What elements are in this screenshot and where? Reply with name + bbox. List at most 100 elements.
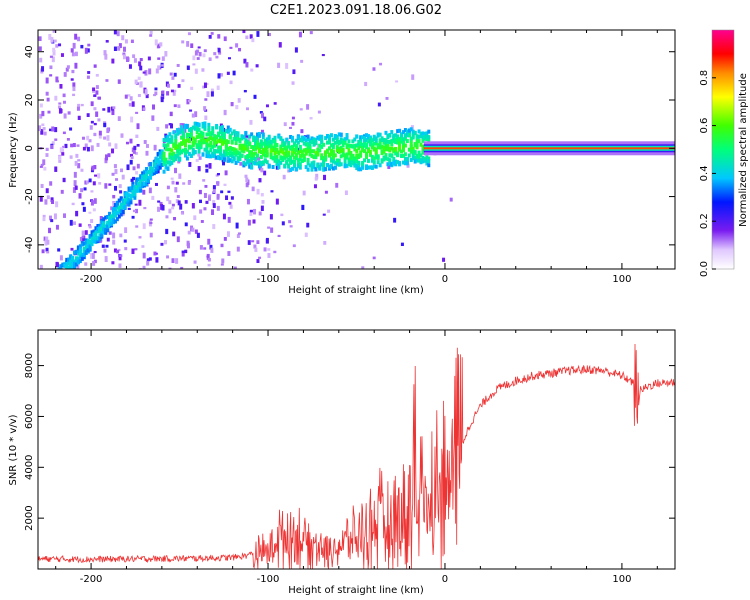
ridge-cell bbox=[308, 163, 312, 168]
noise-cell bbox=[191, 113, 195, 118]
ridge-cell bbox=[141, 171, 145, 176]
noise-cell bbox=[149, 30, 153, 35]
noise-cell bbox=[306, 222, 310, 228]
ridge-cell bbox=[145, 177, 149, 182]
ridge-cell bbox=[324, 136, 328, 141]
noise-cell bbox=[203, 247, 207, 250]
ridge-cell bbox=[213, 148, 217, 153]
ridge-cell bbox=[310, 163, 314, 168]
ridge-cell bbox=[300, 158, 304, 163]
ridge-cell bbox=[172, 151, 176, 156]
noise-cell bbox=[251, 240, 255, 243]
ridge-cell bbox=[100, 227, 104, 232]
noise-cell bbox=[223, 109, 227, 116]
noise-cell bbox=[229, 80, 233, 85]
noise-cell bbox=[142, 265, 146, 269]
ridge-cell bbox=[413, 143, 417, 148]
ridge-cell bbox=[314, 155, 318, 160]
noise-cell bbox=[105, 40, 109, 43]
ridge-cell bbox=[168, 137, 172, 142]
ridge-cell bbox=[314, 167, 318, 172]
ridge-cell bbox=[403, 128, 407, 133]
noise-cell bbox=[119, 233, 123, 238]
ridge-cell bbox=[209, 136, 213, 141]
ridge-cell bbox=[246, 153, 250, 158]
ridge-cell bbox=[400, 149, 404, 154]
ridge-cell bbox=[69, 270, 72, 274]
noise-cell bbox=[58, 108, 62, 114]
ridge-cell bbox=[162, 156, 166, 161]
ridge-cell bbox=[48, 281, 51, 285]
noise-cell bbox=[92, 181, 96, 186]
ridge-cell bbox=[355, 166, 359, 171]
noise-cell bbox=[200, 220, 204, 223]
ridge-cell bbox=[154, 166, 158, 171]
ridge-cell bbox=[300, 149, 304, 154]
ridge-cell bbox=[117, 207, 121, 212]
ridge-cell bbox=[96, 224, 100, 229]
noise-cell bbox=[210, 88, 214, 93]
ridge-cell bbox=[328, 140, 332, 145]
noise-cell bbox=[120, 133, 124, 138]
ridge-cell bbox=[306, 137, 310, 142]
ridge-cell bbox=[291, 159, 295, 164]
noise-cell bbox=[135, 134, 139, 138]
noise-cell bbox=[138, 61, 142, 67]
ridge-cell bbox=[347, 143, 351, 148]
noise-cell bbox=[306, 104, 310, 110]
ridge-cell bbox=[232, 136, 236, 141]
ridge-cell bbox=[195, 130, 199, 135]
ridge-cell bbox=[162, 151, 166, 156]
ridge-cell bbox=[88, 239, 92, 244]
ridge-cell bbox=[415, 145, 419, 150]
ridge-cell bbox=[398, 147, 402, 152]
ridge-cell bbox=[44, 283, 47, 287]
ridge-cell bbox=[349, 151, 353, 156]
noise-cell bbox=[178, 173, 182, 179]
ridge-cell bbox=[50, 286, 53, 290]
noise-cell bbox=[203, 207, 207, 211]
ridge-cell bbox=[306, 134, 310, 139]
ridge-cell bbox=[209, 154, 213, 159]
ridge-cell bbox=[135, 185, 139, 190]
ridge-cell bbox=[123, 198, 127, 203]
ridge-cell bbox=[230, 154, 234, 159]
ridge-cell bbox=[359, 153, 363, 158]
ridge-cell bbox=[296, 135, 300, 140]
ridge-cell bbox=[291, 138, 295, 143]
ridge-cell bbox=[50, 279, 53, 283]
ridge-cell bbox=[73, 250, 77, 255]
ridge-cell bbox=[238, 138, 242, 143]
ridge-cell bbox=[265, 145, 269, 150]
noise-cell bbox=[77, 36, 81, 42]
ridge-cell bbox=[191, 147, 195, 152]
ridge-cell bbox=[217, 149, 221, 154]
noise-cell bbox=[251, 186, 255, 192]
colorbar-ticks: 0.00.20.40.60.8 bbox=[699, 29, 735, 277]
ridge-cell bbox=[380, 159, 384, 164]
noise-cell bbox=[204, 184, 208, 188]
ridge-cell bbox=[316, 135, 320, 140]
noise-cell bbox=[45, 188, 49, 194]
ridge-cell bbox=[226, 129, 230, 134]
ridge-cell bbox=[242, 135, 246, 140]
noise-cell bbox=[114, 143, 118, 149]
ridge-cell bbox=[328, 152, 332, 157]
ridge-cell bbox=[364, 165, 368, 170]
ridge-cell bbox=[273, 147, 277, 152]
ridge-cell bbox=[419, 142, 423, 147]
noise-cell bbox=[406, 163, 410, 168]
ridge-cell bbox=[361, 142, 365, 147]
ridge-cell bbox=[195, 135, 199, 140]
ridge-cell bbox=[355, 134, 359, 139]
noise-cell bbox=[177, 104, 181, 108]
ridge-cell bbox=[189, 153, 193, 158]
ridge-cell bbox=[46, 282, 49, 286]
ridge-cell bbox=[207, 137, 211, 142]
ridge-cell bbox=[320, 155, 324, 160]
noise-cell bbox=[113, 248, 117, 253]
ridge-cell bbox=[106, 220, 110, 225]
ridge-cell bbox=[242, 160, 246, 165]
ridge-cell bbox=[267, 140, 271, 145]
ridge-cell bbox=[125, 191, 129, 196]
